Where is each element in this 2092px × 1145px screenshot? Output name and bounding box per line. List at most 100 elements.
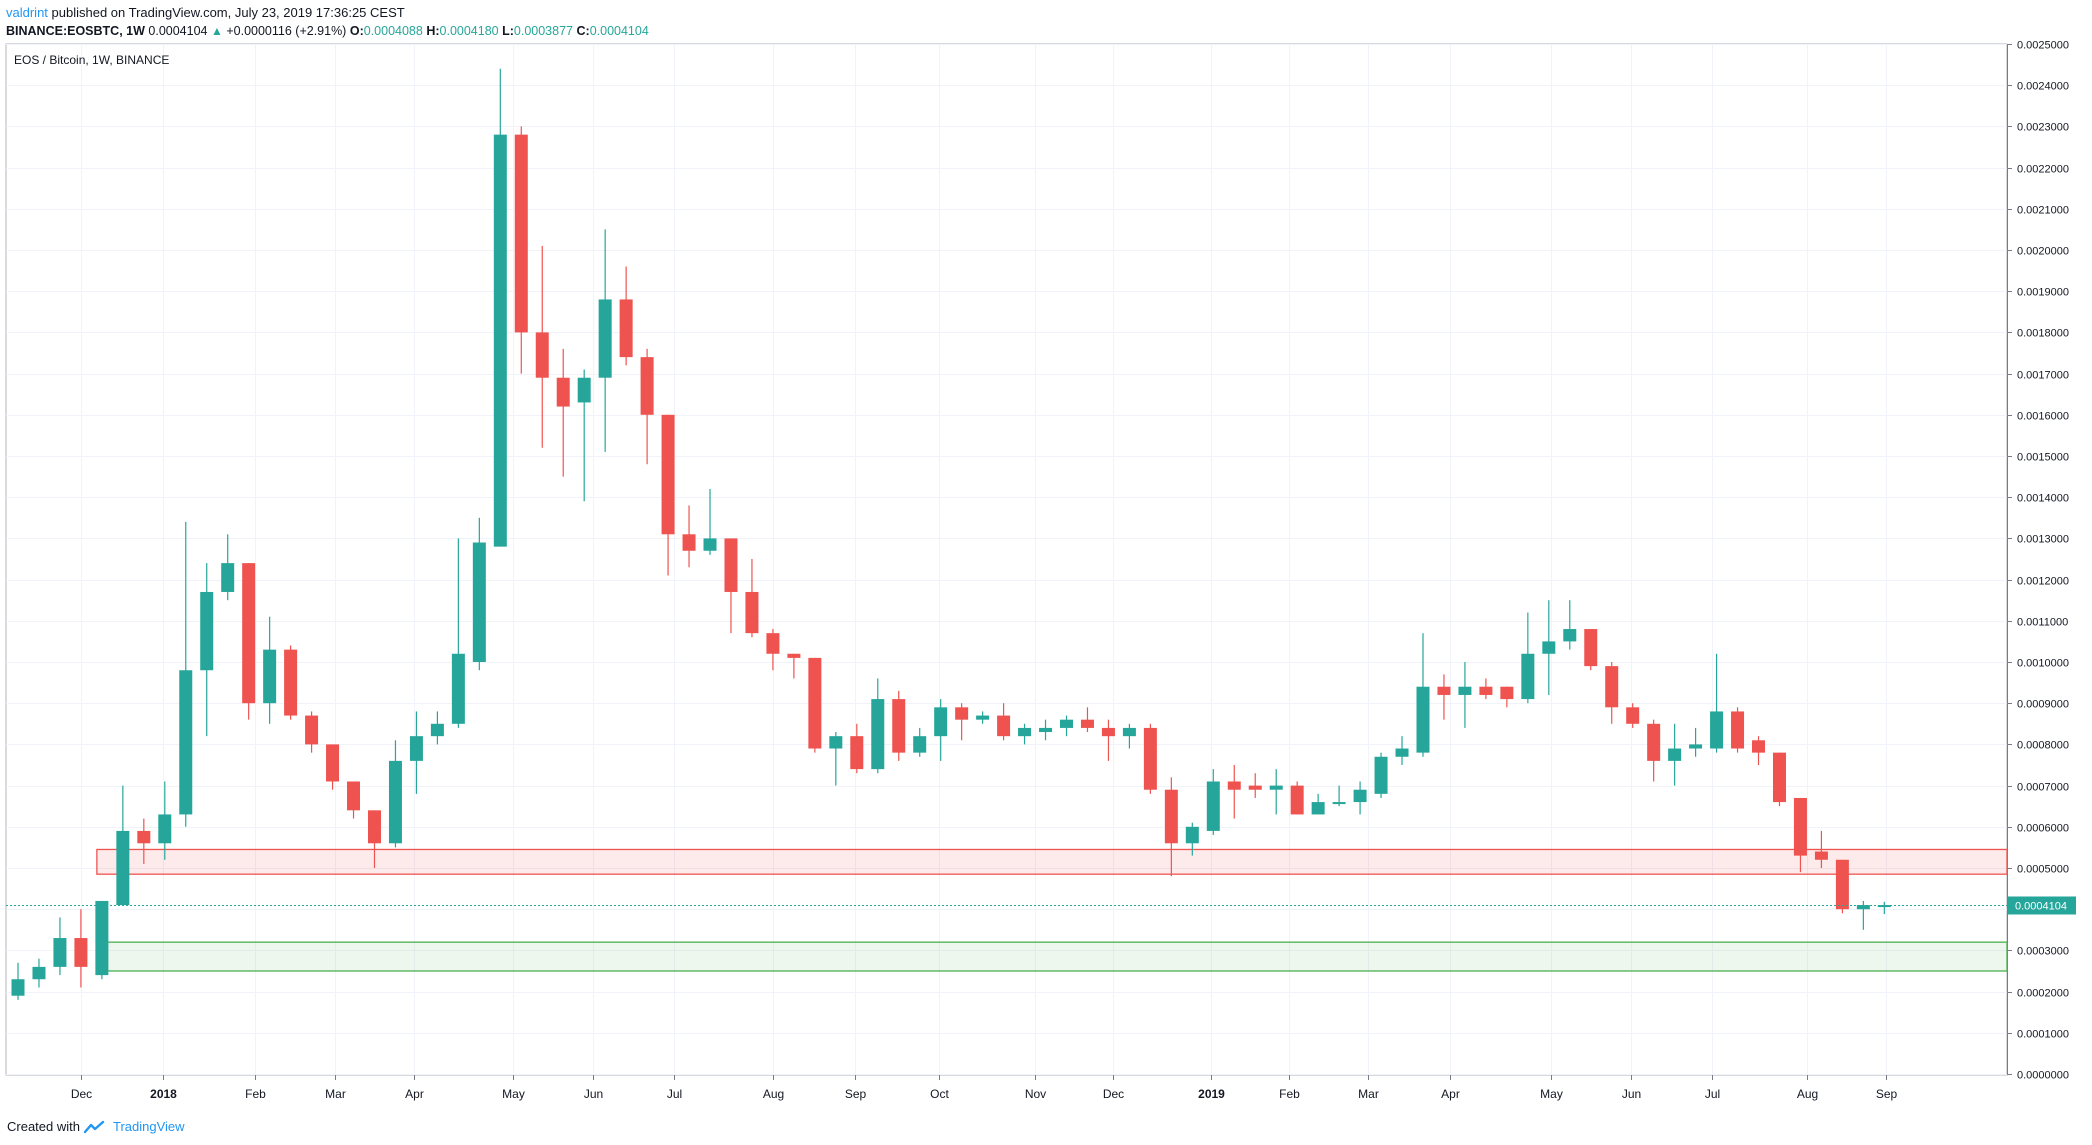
candle[interactable] <box>619 266 633 366</box>
candle[interactable] <box>1353 781 1367 815</box>
candle[interactable] <box>179 521 193 827</box>
candle[interactable] <box>367 810 381 868</box>
candle[interactable] <box>200 563 214 737</box>
candle[interactable] <box>1563 600 1577 650</box>
candle[interactable] <box>871 678 885 774</box>
candle[interactable] <box>1269 769 1283 815</box>
candle[interactable] <box>892 690 906 761</box>
candle[interactable] <box>1647 719 1661 782</box>
candle[interactable] <box>1185 822 1199 856</box>
candle[interactable] <box>913 727 927 757</box>
candle[interactable] <box>724 538 738 634</box>
candle[interactable] <box>409 711 423 794</box>
candle[interactable] <box>766 629 780 671</box>
candle[interactable] <box>1332 785 1346 807</box>
candle[interactable] <box>137 818 151 864</box>
candle[interactable] <box>1018 723 1032 745</box>
candle[interactable] <box>1248 773 1262 798</box>
candle[interactable] <box>116 785 130 906</box>
candle[interactable] <box>1395 736 1409 765</box>
candle-body <box>1374 756 1388 794</box>
candle[interactable] <box>1164 777 1178 877</box>
candle[interactable] <box>1437 674 1451 720</box>
candle[interactable] <box>829 732 843 786</box>
candle[interactable] <box>1500 686 1514 708</box>
candle[interactable] <box>32 958 46 988</box>
candle[interactable] <box>1814 830 1828 868</box>
candle[interactable] <box>221 534 235 601</box>
candle[interactable] <box>850 723 864 774</box>
candle[interactable] <box>347 781 361 819</box>
candle[interactable] <box>1689 727 1703 757</box>
support-zone[interactable] <box>96 941 2008 972</box>
candle[interactable] <box>472 517 486 671</box>
candle[interactable] <box>1060 715 1073 737</box>
candle[interactable] <box>514 126 528 374</box>
candle[interactable] <box>451 538 465 728</box>
candle[interactable] <box>934 699 948 761</box>
candle[interactable] <box>158 781 172 860</box>
candle[interactable] <box>598 229 612 452</box>
candle[interactable] <box>326 744 340 790</box>
candle[interactable] <box>1605 662 1619 724</box>
candle-body <box>1542 641 1556 654</box>
candle[interactable] <box>284 645 298 720</box>
tradingview-brand-link[interactable]: TradingView <box>112 1119 185 1134</box>
candle[interactable] <box>808 657 822 753</box>
candle[interactable] <box>1206 769 1220 836</box>
candle[interactable] <box>661 414 675 576</box>
candle[interactable] <box>682 505 696 568</box>
candle[interactable] <box>53 917 67 976</box>
candle[interactable] <box>95 900 109 980</box>
candle[interactable] <box>1143 723 1157 794</box>
symbol-label: BINANCE:EOSBTC, 1W <box>6 24 145 38</box>
open-label: O: <box>349 24 364 38</box>
candle[interactable] <box>1710 653 1724 753</box>
candle[interactable] <box>11 962 25 1000</box>
candle[interactable] <box>1227 765 1241 819</box>
candle[interactable] <box>1877 901 1891 915</box>
candle[interactable] <box>787 653 801 679</box>
author-link[interactable]: valdrint <box>6 5 48 20</box>
candle[interactable] <box>74 909 88 988</box>
candle[interactable] <box>955 703 969 741</box>
candle[interactable] <box>493 68 507 547</box>
candle[interactable] <box>577 369 591 502</box>
candle[interactable] <box>263 616 277 724</box>
candle[interactable] <box>1039 719 1053 741</box>
candle[interactable] <box>1668 723 1682 786</box>
candle[interactable] <box>388 740 402 848</box>
candle[interactable] <box>745 559 759 638</box>
candle[interactable] <box>640 348 654 465</box>
candle[interactable] <box>1521 612 1535 704</box>
candle[interactable] <box>1835 859 1849 914</box>
candle[interactable] <box>1731 707 1745 753</box>
candle[interactable] <box>976 711 990 724</box>
resistance-zone[interactable] <box>96 848 2008 875</box>
candle[interactable] <box>1290 781 1304 815</box>
candle[interactable] <box>1752 736 1766 765</box>
candle[interactable] <box>1584 629 1598 671</box>
candle[interactable] <box>1311 793 1325 815</box>
candle[interactable] <box>1772 752 1786 807</box>
candle[interactable] <box>1793 797 1807 873</box>
candle[interactable] <box>703 488 717 555</box>
candle[interactable] <box>430 711 444 745</box>
candle[interactable] <box>305 711 319 753</box>
candle[interactable] <box>1458 662 1472 728</box>
candle-body <box>137 830 151 844</box>
candle[interactable] <box>1479 678 1493 700</box>
candle[interactable] <box>997 703 1011 741</box>
candle[interactable] <box>1626 703 1640 728</box>
candle[interactable] <box>1416 633 1430 757</box>
candle-body <box>200 591 214 671</box>
candle[interactable] <box>1374 752 1388 798</box>
candle[interactable] <box>556 348 570 477</box>
candle[interactable] <box>242 563 256 720</box>
candle[interactable] <box>1101 719 1115 761</box>
candle[interactable] <box>1080 707 1094 733</box>
candle[interactable] <box>1542 600 1556 695</box>
candle[interactable] <box>1122 723 1136 749</box>
candle[interactable] <box>535 245 549 448</box>
